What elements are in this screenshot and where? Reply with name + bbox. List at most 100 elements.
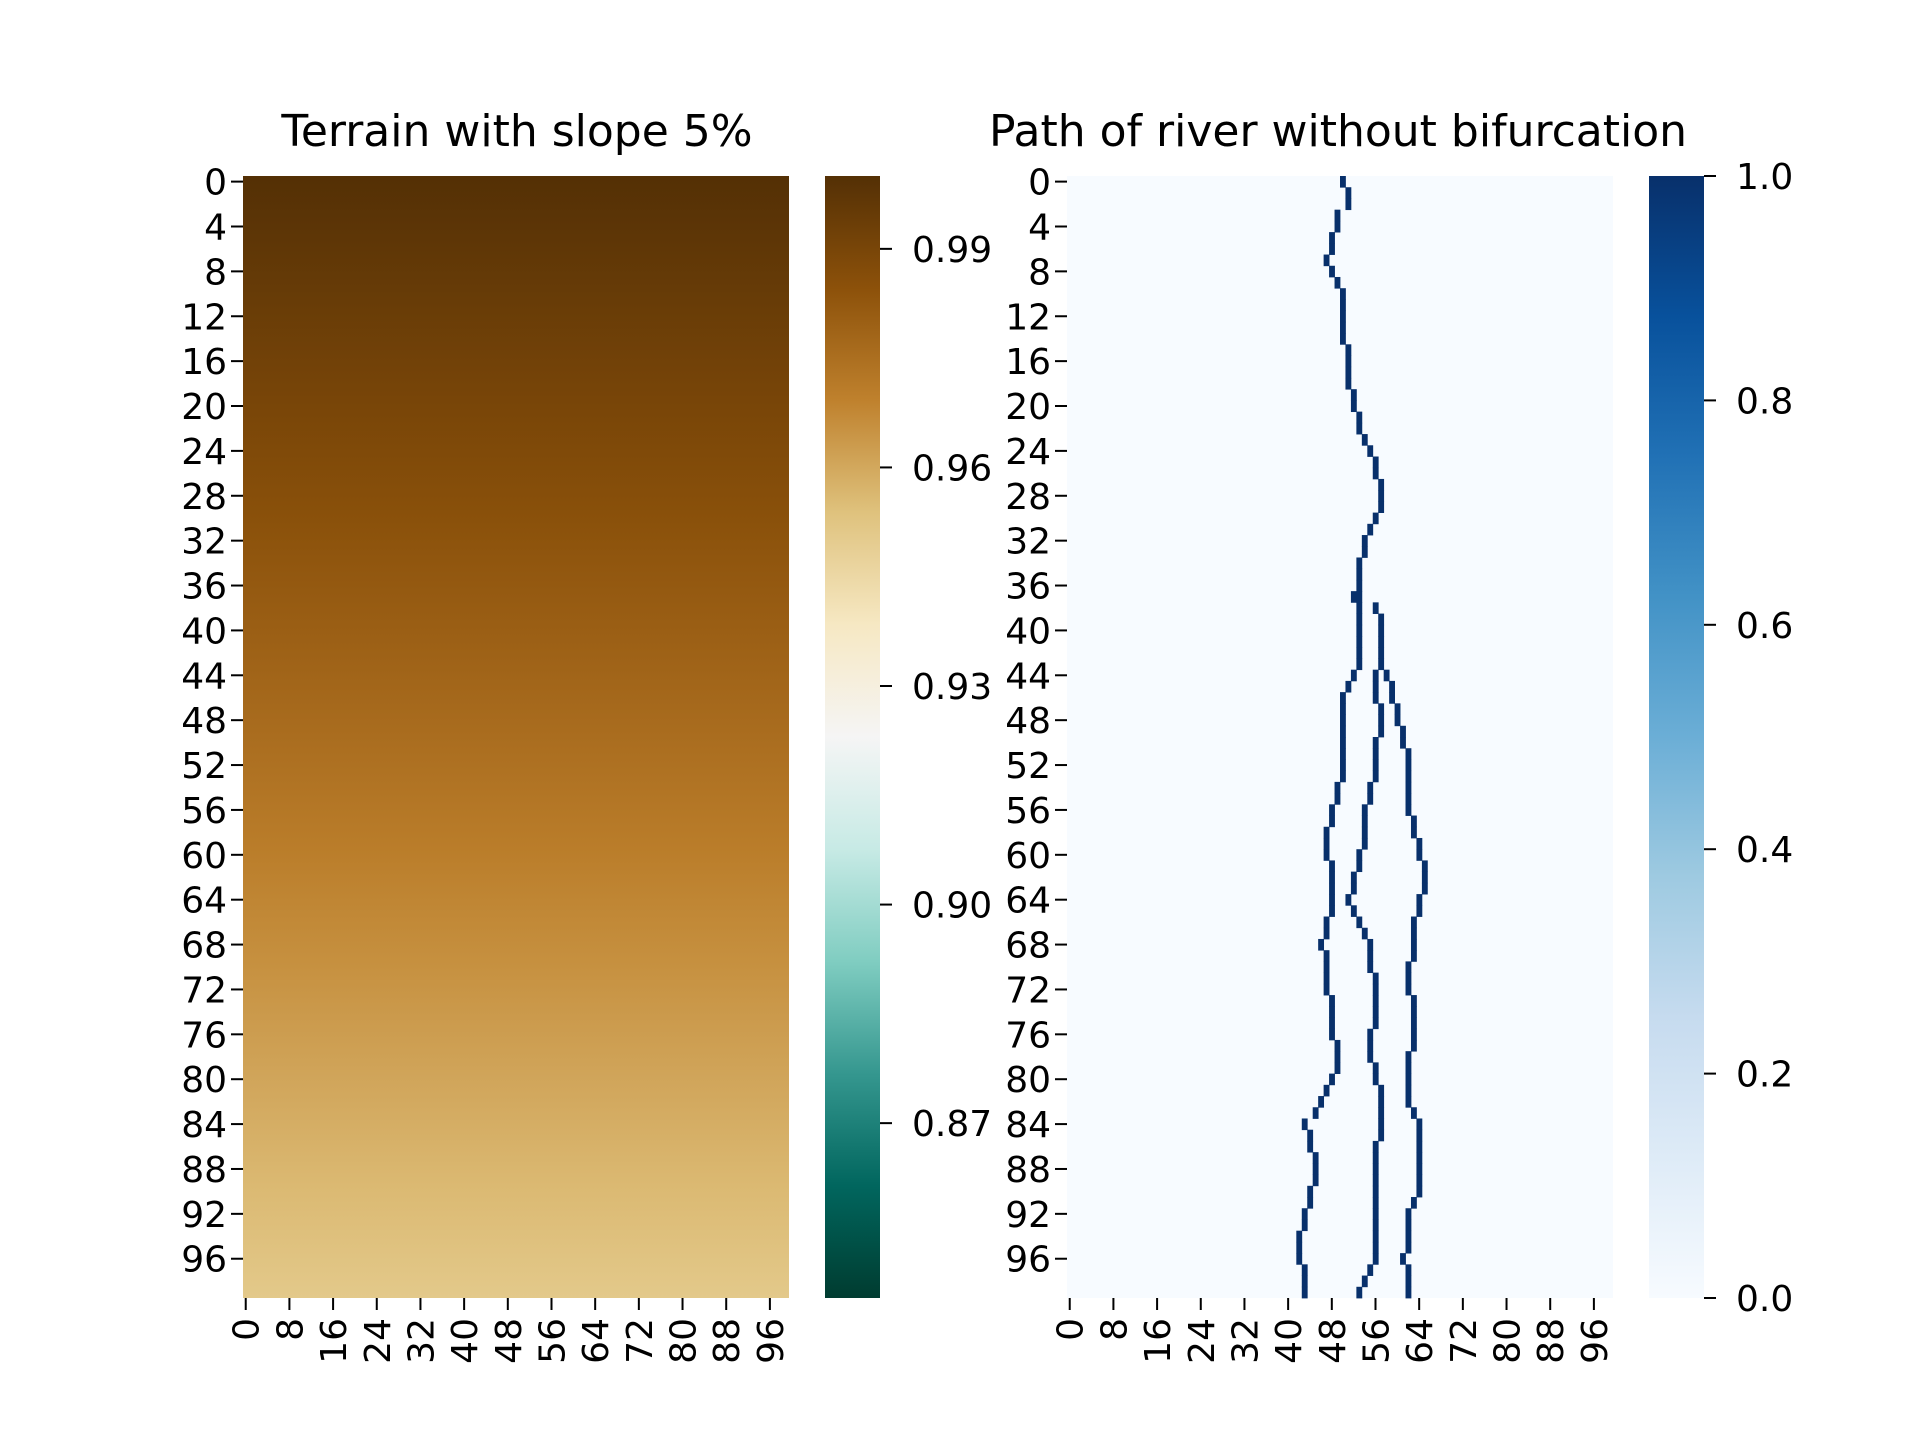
- river-cell: [1356, 591, 1363, 603]
- river-cell: [1301, 1118, 1308, 1131]
- river-path-cells: [1296, 176, 1428, 1299]
- river-cell: [1416, 1174, 1423, 1187]
- river-cell: [1356, 411, 1363, 424]
- river-cell: [1367, 1028, 1374, 1041]
- river-cell: [1405, 983, 1412, 996]
- river-cell: [1345, 355, 1352, 368]
- river-cell: [1400, 725, 1406, 738]
- river-y-tick-label: 44: [1005, 656, 1051, 697]
- river-cell: [1323, 972, 1330, 985]
- river-cell: [1345, 198, 1352, 211]
- river-y-tick-label: 32: [1005, 522, 1051, 563]
- river-cell: [1405, 1241, 1412, 1254]
- terrain-x-axis: 0 8 16 24 32 40 48 56 64 72 80 88 96: [227, 1298, 792, 1364]
- river-cell: [1350, 905, 1357, 917]
- river-cell: [1378, 1096, 1385, 1108]
- river-cell: [1361, 804, 1368, 816]
- river-cell: [1367, 961, 1374, 974]
- river-cell: [1367, 1264, 1374, 1276]
- river-cell: [1383, 669, 1390, 682]
- river-x-tick-label: 0: [1051, 1318, 1092, 1341]
- river-cell: [1405, 781, 1412, 794]
- river-y-tick-label: 88: [1005, 1150, 1051, 1191]
- river-cell: [1312, 1163, 1319, 1175]
- terrain-y-tick-label: 88: [181, 1150, 227, 1191]
- river-cell: [1405, 770, 1412, 783]
- river-y-tick-label: 76: [1005, 1015, 1051, 1056]
- terrain-y-tick-label: 44: [181, 656, 227, 697]
- river-cell: [1394, 703, 1401, 715]
- terrain-y-tick-label: 4: [204, 207, 227, 248]
- river-cell: [1405, 972, 1412, 985]
- river-cell: [1350, 669, 1357, 682]
- river-cell: [1372, 680, 1379, 693]
- terrain-title: Terrain with slope 5%: [280, 106, 752, 157]
- river-cell: [1394, 714, 1401, 727]
- terrain-y-tick-label: 72: [181, 970, 227, 1011]
- river-cell: [1416, 905, 1423, 917]
- terrain-y-tick-label: 96: [181, 1240, 227, 1281]
- river-cell: [1329, 882, 1335, 895]
- river-y-tick-label: 96: [1005, 1240, 1051, 1281]
- terrain-y-tick-label: 76: [181, 1015, 227, 1056]
- terrain-x-tick-label: 32: [401, 1318, 442, 1364]
- terrain-heatmap: [243, 176, 789, 1298]
- river-cell: [1378, 1084, 1385, 1097]
- river-cell: [1372, 1219, 1379, 1232]
- river-cell: [1372, 995, 1379, 1007]
- river-cell: [1323, 254, 1330, 267]
- river-cell: [1296, 1253, 1303, 1265]
- river-cell: [1340, 176, 1346, 188]
- river-cell: [1421, 882, 1428, 895]
- river-x-tick-label: 56: [1356, 1318, 1397, 1364]
- terrain-y-tick-label: 20: [181, 387, 227, 428]
- river-cell: [1329, 871, 1335, 884]
- river-cell: [1378, 1107, 1385, 1119]
- river-cell: [1345, 680, 1352, 693]
- river-cell: [1410, 1028, 1417, 1041]
- terrain-panel: Terrain with slope 5% 048121620242832364…: [181, 106, 992, 1364]
- river-cell: [1416, 1152, 1423, 1164]
- river-cell: [1323, 826, 1330, 839]
- river-cell: [1329, 995, 1335, 1007]
- terrain-y-tick-label: 92: [181, 1195, 227, 1236]
- river-cell: [1372, 1174, 1379, 1187]
- river-cell: [1405, 1062, 1412, 1074]
- river-cell: [1372, 692, 1379, 704]
- river-cell: [1323, 983, 1330, 996]
- terrain-colorbar-axis: 0.87 0.90 0.93 0.96 0.99: [880, 230, 992, 1145]
- river-y-tick-label: 28: [1005, 477, 1051, 518]
- river-cell: [1410, 995, 1417, 1007]
- terrain-y-axis: 0481216202428323640444852566064687276808…: [181, 163, 243, 1281]
- river-cell: [1301, 1219, 1308, 1232]
- river-cell: [1323, 950, 1330, 962]
- river-cell: [1307, 1129, 1314, 1142]
- river-cell: [1301, 1275, 1308, 1288]
- river-cell: [1329, 232, 1335, 244]
- river-cell: [1378, 647, 1385, 659]
- river-cell: [1400, 1253, 1406, 1265]
- terrain-x-tick-label: 56: [532, 1318, 573, 1364]
- river-cell: [1340, 321, 1346, 334]
- river-cell: [1367, 793, 1374, 805]
- river-cell: [1340, 703, 1346, 715]
- river-cell: [1323, 961, 1330, 974]
- river-colorbar-axis: 0.0 0.2 0.4 0.6 0.8 1.0: [1704, 157, 1793, 1320]
- river-cell: [1350, 400, 1357, 413]
- river-cell: [1340, 737, 1346, 749]
- river-cell: [1405, 1264, 1412, 1276]
- terrain-x-tick-label: 16: [314, 1318, 355, 1364]
- river-cell: [1378, 1129, 1385, 1142]
- river-y-tick-label: 64: [1005, 881, 1051, 922]
- river-x-tick-label: 72: [1444, 1318, 1485, 1364]
- river-cell: [1350, 871, 1357, 884]
- river-y-tick-label: 36: [1005, 567, 1051, 608]
- river-cell: [1334, 276, 1341, 289]
- river-cell: [1334, 793, 1341, 805]
- river-cell: [1405, 759, 1412, 772]
- river-cell: [1378, 1118, 1385, 1131]
- terrain-colorbar-tick-label: 0.99: [912, 230, 992, 271]
- terrain-colorbar-tick-label: 0.96: [912, 448, 992, 489]
- river-cell: [1329, 860, 1335, 873]
- river-cell: [1405, 1084, 1412, 1097]
